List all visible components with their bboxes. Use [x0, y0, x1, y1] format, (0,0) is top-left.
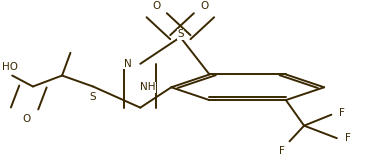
Text: N: N [124, 59, 131, 69]
Text: F: F [279, 146, 285, 156]
Text: O: O [200, 1, 208, 11]
Text: O: O [152, 1, 161, 11]
Text: O: O [22, 114, 30, 124]
Text: F: F [339, 108, 345, 118]
Text: HO: HO [2, 62, 19, 72]
Text: NH: NH [140, 82, 155, 92]
Text: F: F [345, 133, 351, 143]
Text: S: S [177, 29, 184, 39]
Text: S: S [90, 92, 96, 102]
